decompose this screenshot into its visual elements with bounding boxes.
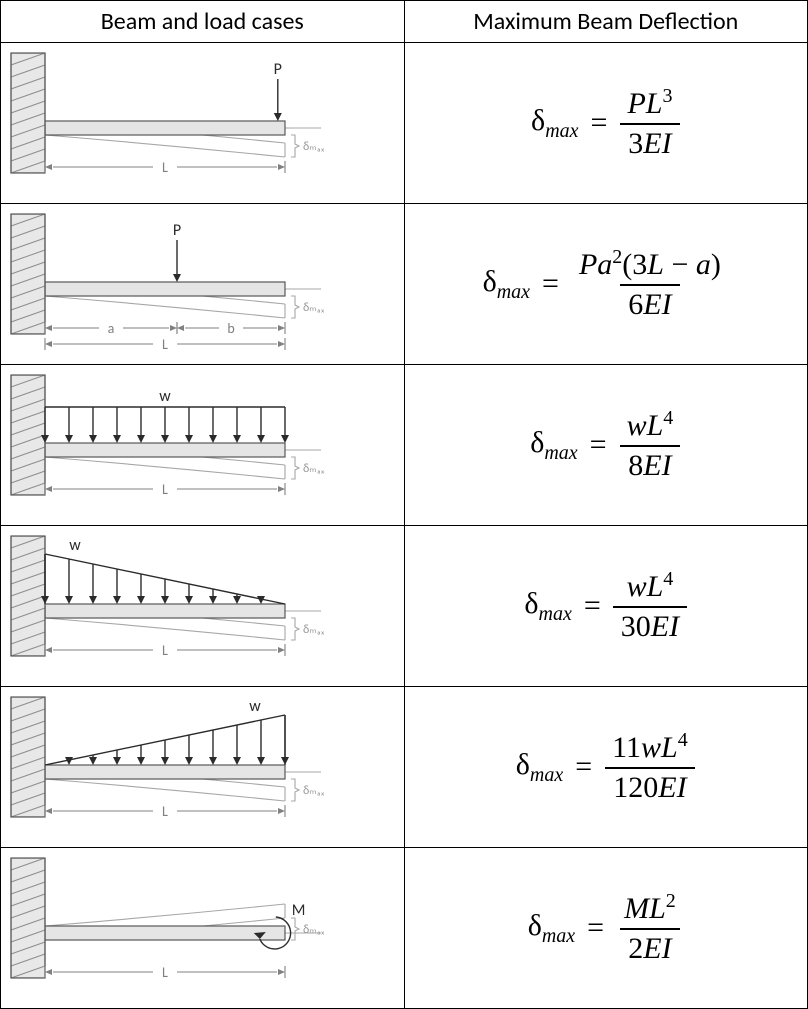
formula-fraction: wL430EI xyxy=(613,568,687,645)
table-row: δₘₐₓ P Lδmax = PL33EI xyxy=(1,43,808,204)
diagram-cell: δₘₐₓ w L xyxy=(1,687,405,848)
formula-numerator: ML2 xyxy=(616,890,684,929)
formula-lhs: δmax xyxy=(483,265,530,304)
formula-lhs: δmax xyxy=(531,104,578,143)
svg-text:L: L xyxy=(162,159,168,176)
formula-cell: δmax = 11wL4120EI xyxy=(404,687,808,848)
svg-text:δₘₐₓ: δₘₐₓ xyxy=(303,784,325,798)
svg-text:δₘₐₓ: δₘₐₓ xyxy=(303,923,325,937)
formula-lhs: δmax xyxy=(528,909,575,948)
svg-text:δₘₐₓ: δₘₐₓ xyxy=(303,462,325,476)
svg-text:δₘₐₓ: δₘₐₓ xyxy=(303,623,325,637)
svg-text:δₘₐₓ: δₘₐₓ xyxy=(303,140,325,154)
svg-text:P: P xyxy=(274,60,282,79)
svg-text:L: L xyxy=(162,481,168,498)
beam-diagram-udl: δₘₐₓ w L xyxy=(1,365,345,525)
table-row: δₘₐₓ w Lδmax = wL430EI xyxy=(1,526,808,687)
formula-numerator: wL4 xyxy=(619,407,682,446)
formula-fraction: 11wL4120EI xyxy=(604,729,696,806)
formula-cell: δmax = Pa2(3L − a)6EI xyxy=(404,204,808,365)
svg-text:w: w xyxy=(159,387,171,406)
header-col2: Maximum Beam Deflection xyxy=(404,1,808,43)
svg-text:b: b xyxy=(227,320,234,337)
equals-sign: = xyxy=(542,267,559,301)
formula-fraction: ML22EI xyxy=(616,890,684,967)
formula-denominator: 120EI xyxy=(605,767,694,806)
deflection-table: Beam and load cases Maximum Beam Deflect… xyxy=(0,0,808,1009)
table-row: δₘₐₓ w Lδmax = wL48EI xyxy=(1,365,808,526)
diagram-cell: δₘₐₓ w L xyxy=(1,526,405,687)
formula-fraction: Pa2(3L − a)6EI xyxy=(571,246,729,323)
header-col1: Beam and load cases xyxy=(1,1,405,43)
formula-numerator: PL3 xyxy=(619,85,680,124)
svg-text:L: L xyxy=(162,803,168,820)
formula-numerator: 11wL4 xyxy=(604,729,696,768)
beam-diagram-tri_decrease: δₘₐₓ w L xyxy=(1,526,345,686)
table-row: δₘₐₓ Pa b Lδmax = Pa2(3L − a)6EI xyxy=(1,204,808,365)
formula-fraction: wL48EI xyxy=(619,407,682,484)
formula-cell: δmax = wL430EI xyxy=(404,526,808,687)
diagram-cell: δₘₐₓ M L xyxy=(1,848,405,1009)
formula-fraction: PL33EI xyxy=(619,85,680,162)
formula-denominator: 2EI xyxy=(620,928,679,967)
svg-text:w: w xyxy=(69,536,81,555)
svg-text:a: a xyxy=(108,320,115,337)
equals-sign: = xyxy=(575,750,592,784)
table-row: δₘₐₓ M Lδmax = ML22EI xyxy=(1,848,808,1009)
diagram-cell: δₘₐₓ Pa b L xyxy=(1,204,405,365)
equals-sign: = xyxy=(590,428,607,462)
beam-diagram-tri_increase: δₘₐₓ w L xyxy=(1,687,345,847)
diagram-cell: δₘₐₓ P L xyxy=(1,43,405,204)
formula-lhs: δmax xyxy=(524,587,571,626)
formula-denominator: 8EI xyxy=(620,445,679,484)
equals-sign: = xyxy=(587,911,604,945)
header-row: Beam and load cases Maximum Beam Deflect… xyxy=(1,1,808,43)
beam-diagram-moment_end: δₘₐₓ M L xyxy=(1,848,345,1008)
formula-cell: δmax = ML22EI xyxy=(404,848,808,1009)
beam-diagram-point_end: δₘₐₓ P L xyxy=(1,43,345,203)
svg-text:L: L xyxy=(162,964,168,981)
svg-text:M: M xyxy=(292,901,306,920)
diagram-cell: δₘₐₓ w L xyxy=(1,365,405,526)
beam-diagram-point_mid: δₘₐₓ Pa b L xyxy=(1,204,345,364)
formula-denominator: 30EI xyxy=(613,606,687,645)
svg-text:w: w xyxy=(249,697,261,716)
formula-lhs: δmax xyxy=(516,748,563,787)
svg-text:L: L xyxy=(162,642,168,659)
formula-denominator: 6EI xyxy=(620,284,679,323)
formula-numerator: wL4 xyxy=(619,568,682,607)
formula-cell: δmax = PL33EI xyxy=(404,43,808,204)
formula-lhs: δmax xyxy=(530,426,577,465)
formula-denominator: 3EI xyxy=(620,123,679,162)
equals-sign: = xyxy=(584,589,601,623)
svg-text:L: L xyxy=(162,336,168,353)
svg-text:P: P xyxy=(173,221,181,240)
formula-numerator: Pa2(3L − a) xyxy=(571,246,729,285)
equals-sign: = xyxy=(591,106,608,140)
svg-text:δₘₐₓ: δₘₐₓ xyxy=(303,301,325,315)
formula-cell: δmax = wL48EI xyxy=(404,365,808,526)
table-row: δₘₐₓ w Lδmax = 11wL4120EI xyxy=(1,687,808,848)
